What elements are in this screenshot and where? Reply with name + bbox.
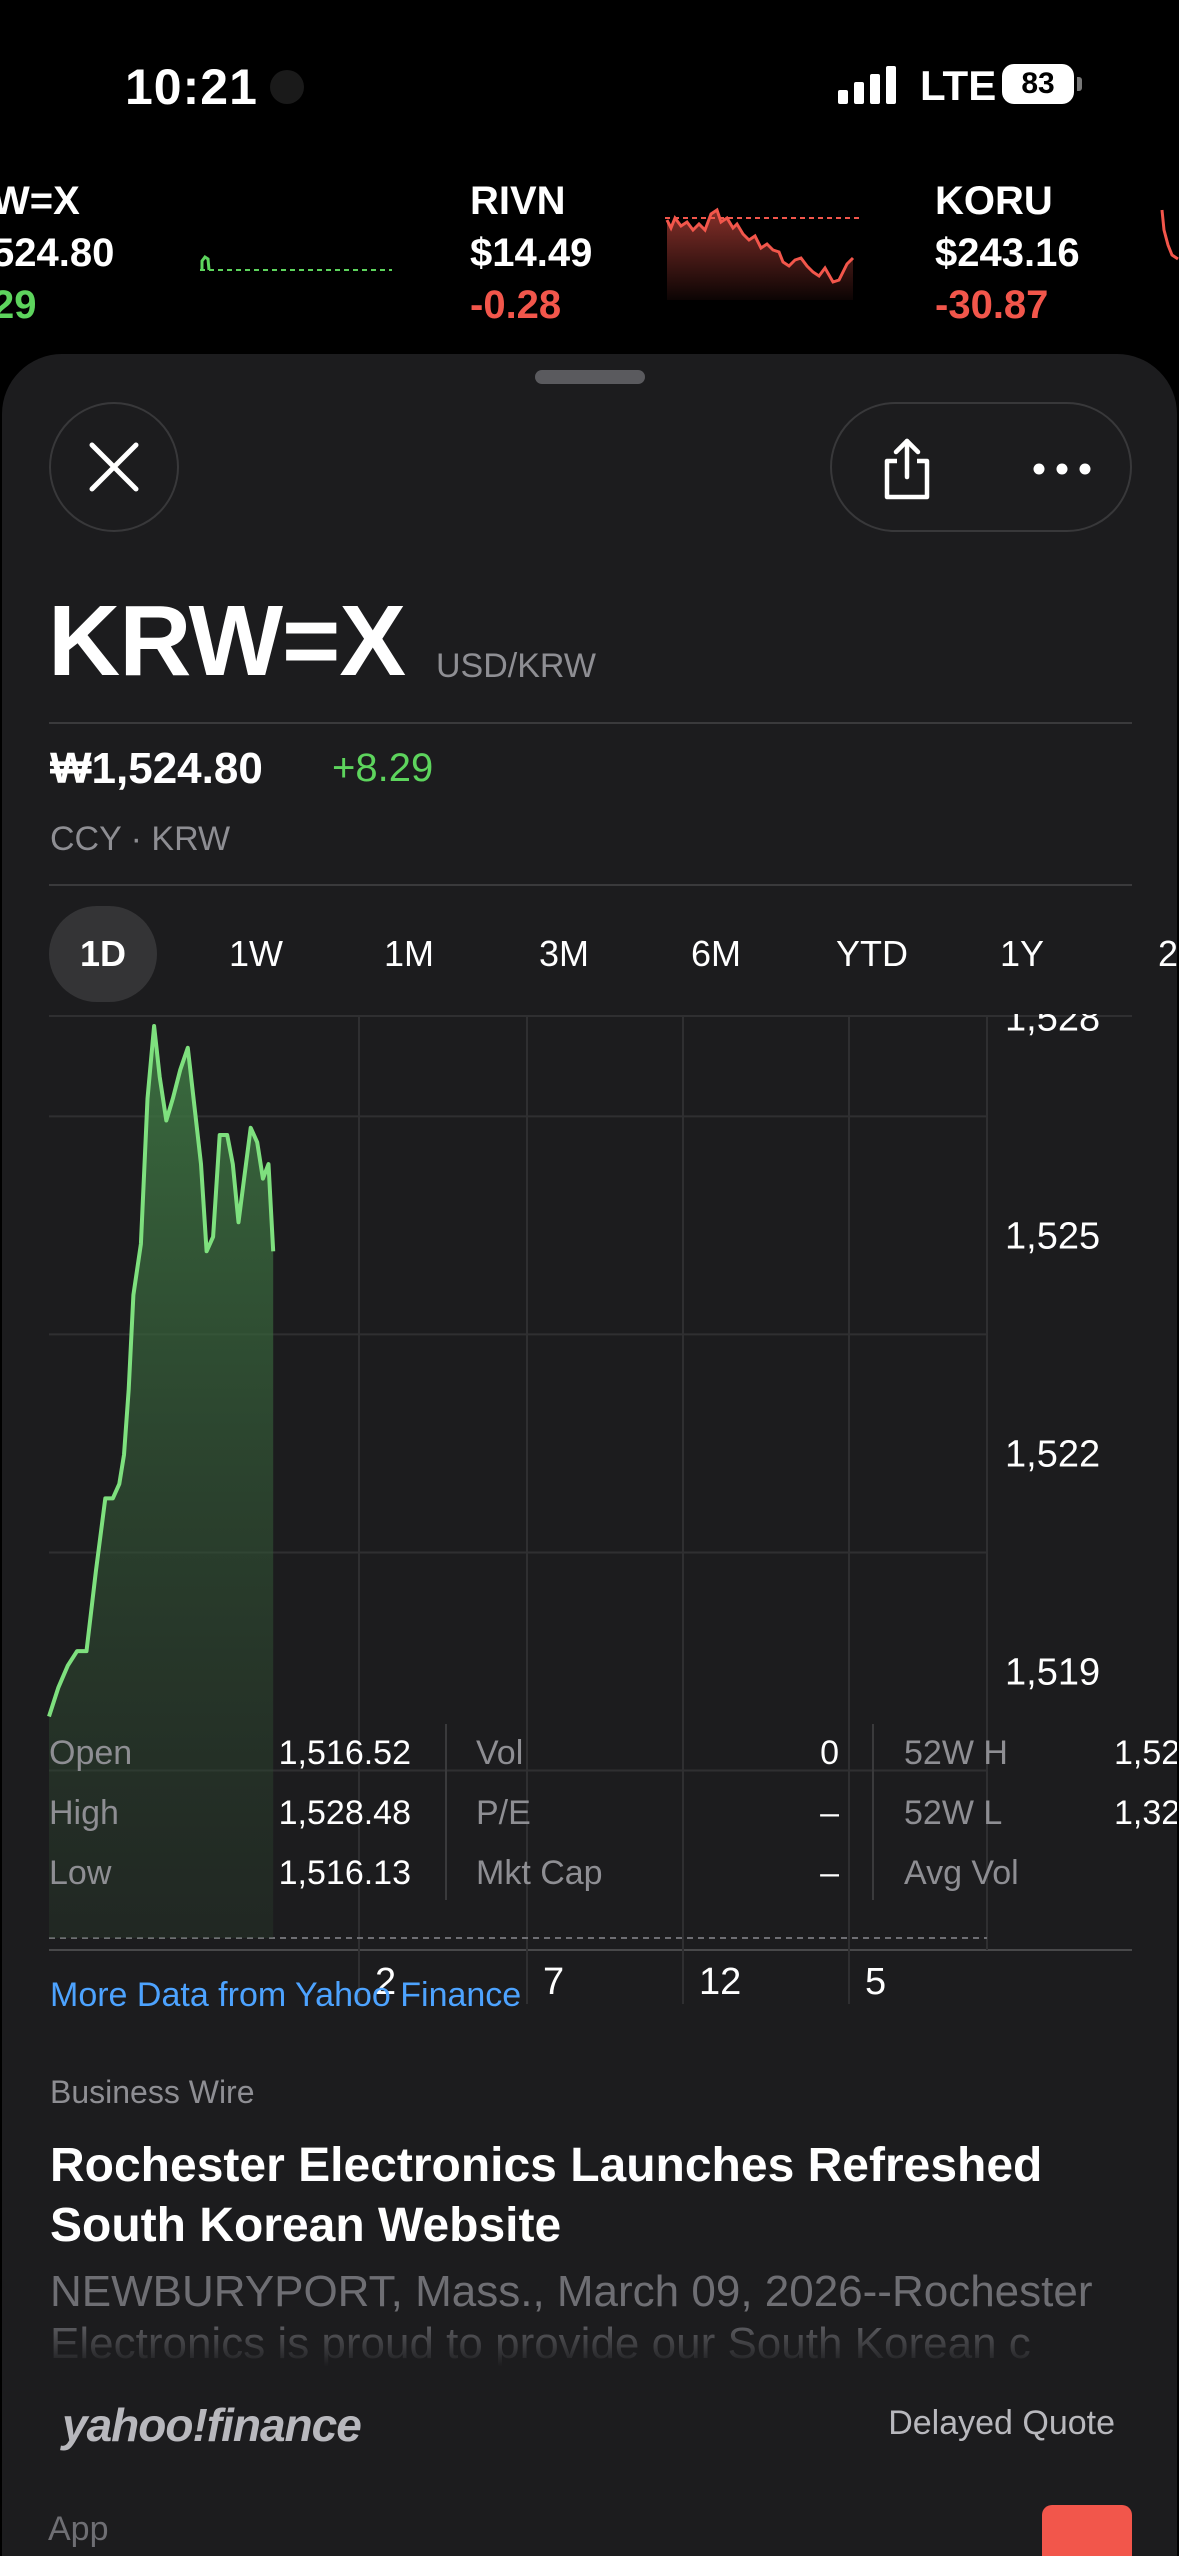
- news-headline[interactable]: Rochester Electronics Launches Refreshed…: [50, 2139, 1043, 2252]
- status-bar: 10:21 LTE 83: [0, 0, 1179, 170]
- more-options-button[interactable]: [1022, 432, 1102, 506]
- stat-label: Mkt Cap: [476, 1854, 603, 1892]
- cellular-signal-icon: [838, 66, 896, 104]
- stat-label: P/E: [476, 1794, 531, 1832]
- ticker-change: -0.28: [470, 283, 562, 327]
- range-tab-2y[interactable]: 2Y: [1157, 933, 1177, 974]
- stats-divider: [872, 1724, 874, 1900]
- stat-value: –: [820, 1854, 839, 1892]
- x-tick-label: 2: [375, 1961, 396, 2003]
- share-button[interactable]: [872, 432, 942, 506]
- range-tab-1d[interactable]: 1D: [49, 906, 157, 1002]
- range-tab-6m[interactable]: 6M: [690, 933, 741, 974]
- chart-y-axis: 1,528 1,525 1,522 1,519: [1005, 1014, 1100, 1693]
- range-tab-1m[interactable]: 1M: [383, 933, 434, 974]
- status-time: 10:21: [125, 59, 258, 115]
- stat-label: Avg Vol: [904, 1854, 1019, 1892]
- chart-x-axis: 2 7 12 5: [375, 1961, 886, 2003]
- news-source: Business Wire: [50, 2074, 255, 2110]
- currency-pair-label: USD/KRW: [436, 647, 596, 685]
- ticker-change: -30.87: [935, 283, 1049, 327]
- y-tick-label: 1,519: [1005, 1651, 1100, 1693]
- ticker-rivn[interactable]: RIVN $14.49 -0.28: [470, 175, 592, 331]
- ticker-koru-sparkline: [1160, 209, 1179, 261]
- delayed-quote-label: Delayed Quote: [888, 2404, 1115, 2442]
- y-tick-label: 1,528: [1005, 1014, 1100, 1039]
- stat-label: 52W L: [904, 1794, 1003, 1832]
- stat-label: High: [49, 1794, 119, 1832]
- close-icon: [89, 442, 139, 492]
- x-tick-label: 12: [699, 1961, 741, 2003]
- ticker-koru[interactable]: KORU $243.16 -30.87: [935, 175, 1080, 331]
- battery-level: 83: [1021, 67, 1055, 100]
- price-change: +8.29: [332, 746, 434, 790]
- price-area-fill: [49, 1026, 274, 1938]
- stat-label: Vol: [476, 1734, 524, 1772]
- ticker-krw[interactable]: W=X 524.80 29: [0, 175, 114, 331]
- stat-value: 0: [820, 1734, 839, 1772]
- ticker-price: $14.49: [470, 231, 593, 275]
- yahoo-finance-logo: yahoo!finance: [62, 2399, 362, 2451]
- battery-icon: 83: [1002, 64, 1082, 104]
- chart-series: [47, 1024, 276, 1938]
- ticker-rivn-sparkline: [665, 207, 860, 300]
- ticker-krw-sparkline: [200, 254, 392, 271]
- y-tick-label: 1,525: [1005, 1215, 1100, 1257]
- y-tick-label: 1,522: [1005, 1433, 1100, 1475]
- stat-label: Open: [49, 1734, 133, 1772]
- range-selector: 1D 1W 1M 3M 6M YTD 1Y 2Y: [49, 906, 1177, 1002]
- price-chart[interactable]: 1,528 1,525 1,522 1,519 2 7 12 5: [2, 1014, 1177, 2014]
- ellipsis-icon: [1033, 463, 1091, 475]
- stat-value: 1,52: [1114, 1734, 1177, 1772]
- divider: [49, 884, 1132, 886]
- ticker-price: 524.80: [0, 231, 115, 275]
- ticker-price: $243.16: [935, 231, 1080, 275]
- quote-sheet: KRW=X USD/KRW ₩1,524.80 +8.29 CCY · KRW …: [2, 354, 1177, 2556]
- chart-grid: [49, 1015, 1132, 2004]
- stat-value: –: [820, 1794, 839, 1832]
- stats-divider: [445, 1724, 447, 1900]
- divider: [49, 722, 1132, 724]
- symbol-title: KRW=X: [48, 585, 406, 697]
- action-pill: [830, 402, 1132, 532]
- x-tick-label: 5: [865, 1961, 886, 2003]
- news-fade: [2, 2314, 1177, 2384]
- privacy-indicator-icon: [270, 70, 304, 104]
- close-button[interactable]: [49, 402, 179, 532]
- ticker-strip[interactable]: W=X 524.80 29 RIVN $14.49 -0.28 KORU $24…: [0, 175, 1179, 335]
- stat-value: 1,528.48: [278, 1794, 411, 1832]
- more-data-link[interactable]: More Data from Yahoo Finance: [50, 1976, 522, 2014]
- sheet-grabber[interactable]: [535, 370, 645, 384]
- x-tick-label: 7: [543, 1961, 564, 2003]
- price-line: [47, 1024, 276, 1718]
- ticker-symbol: W=X: [0, 179, 80, 223]
- range-tab-1w[interactable]: 1W: [229, 933, 283, 974]
- stat-value: 1,32: [1114, 1794, 1177, 1832]
- underlying-change-badge: [1042, 2505, 1132, 2556]
- stat-label: 52W H: [904, 1734, 1008, 1772]
- range-tab-3m[interactable]: 3M: [538, 933, 589, 974]
- underlying-list-item: App: [48, 2510, 109, 2548]
- range-tab-1y[interactable]: 1Y: [999, 933, 1045, 974]
- exchange-info: CCY · KRW: [50, 820, 231, 858]
- stat-value: 1,516.13: [278, 1854, 411, 1892]
- ticker-symbol: RIVN: [470, 179, 566, 223]
- current-price: ₩1,524.80: [50, 744, 263, 793]
- range-tab-ytd[interactable]: YTD: [836, 933, 908, 974]
- share-icon: [884, 438, 930, 500]
- network-type: LTE: [920, 62, 997, 109]
- stat-value: 1,516.52: [278, 1734, 411, 1772]
- stat-label: Low: [49, 1854, 112, 1892]
- ticker-change: 29: [0, 283, 37, 327]
- ticker-symbol: KORU: [935, 179, 1053, 223]
